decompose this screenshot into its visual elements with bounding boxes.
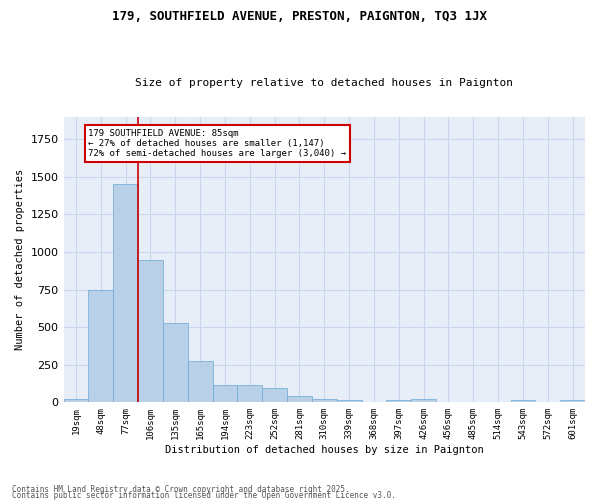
Text: Contains HM Land Registry data © Crown copyright and database right 2025.: Contains HM Land Registry data © Crown c… xyxy=(12,484,350,494)
Y-axis label: Number of detached properties: Number of detached properties xyxy=(15,169,25,350)
Text: 179, SOUTHFIELD AVENUE, PRESTON, PAIGNTON, TQ3 1JX: 179, SOUTHFIELD AVENUE, PRESTON, PAIGNTO… xyxy=(113,10,487,23)
Bar xyxy=(386,400,411,402)
Bar xyxy=(312,398,337,402)
Bar xyxy=(163,322,188,402)
Title: Size of property relative to detached houses in Paignton: Size of property relative to detached ho… xyxy=(135,78,513,88)
Bar xyxy=(287,396,312,402)
Bar xyxy=(188,361,212,403)
Bar xyxy=(262,388,287,402)
X-axis label: Distribution of detached houses by size in Paignton: Distribution of detached houses by size … xyxy=(165,445,484,455)
Bar xyxy=(113,184,138,402)
Bar xyxy=(337,400,362,402)
Bar xyxy=(64,400,88,402)
Bar xyxy=(88,290,113,403)
Bar xyxy=(411,400,436,402)
Bar xyxy=(212,385,238,402)
Bar xyxy=(238,385,262,402)
Text: Contains public sector information licensed under the Open Government Licence v3: Contains public sector information licen… xyxy=(12,490,396,500)
Text: 179 SOUTHFIELD AVENUE: 85sqm
← 27% of detached houses are smaller (1,147)
72% of: 179 SOUTHFIELD AVENUE: 85sqm ← 27% of de… xyxy=(88,128,346,158)
Bar xyxy=(511,400,535,402)
Bar xyxy=(560,400,585,402)
Bar xyxy=(138,260,163,402)
